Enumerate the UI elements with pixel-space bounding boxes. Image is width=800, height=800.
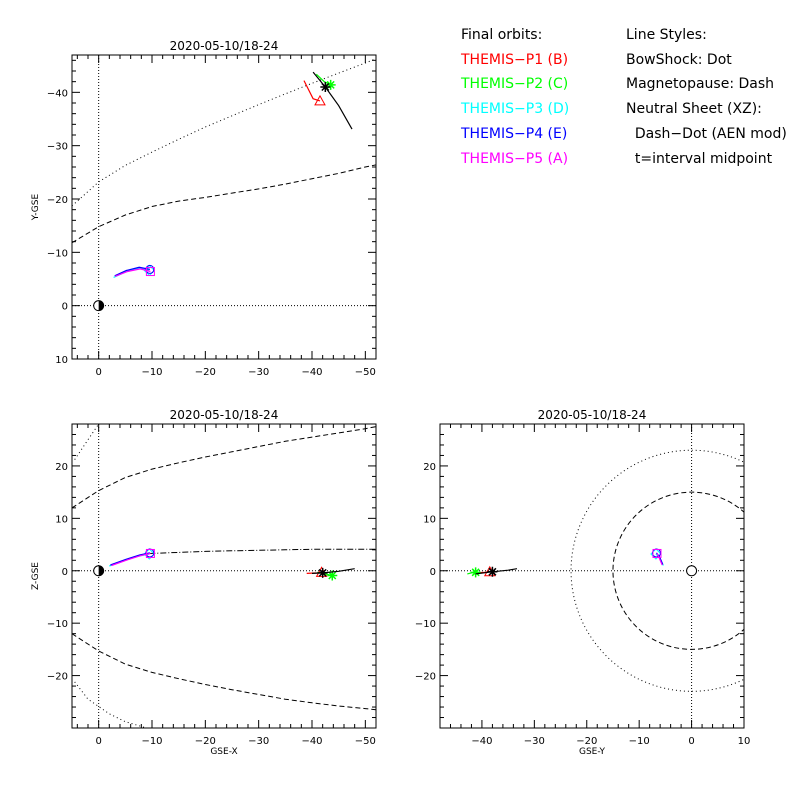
orbits-legend-title: Final orbits: [461, 27, 543, 43]
line-style-time-note: t=interval midpoint [626, 150, 773, 167]
yz-x-tick-label: −40 [471, 736, 492, 747]
xz-x-tick-label: −20 [195, 736, 216, 747]
xz-magnetopause-lower [72, 633, 376, 711]
xy-orbit-themis-p4-e [114, 266, 151, 277]
legend-probe-p4: THEMIS−P4 (E) [461, 125, 568, 142]
xy-orbit-themis-p1-b [303, 80, 321, 102]
xz-x-tick-label: −10 [141, 736, 162, 747]
xy-orbit-themis-p5-a [114, 268, 151, 277]
xz-y-tick-label: 10 [55, 514, 68, 525]
yz-y-tick-label: 10 [423, 514, 436, 525]
xz-x-tick-label: −40 [301, 736, 322, 747]
yz-x-axis-label: GSE-Y [579, 747, 606, 757]
xz-x-tick-label: −30 [248, 736, 269, 747]
xz-x-axis-label: GSE-X [210, 747, 237, 757]
xy-title: 2020-05-10/18-24 [170, 39, 279, 53]
xy-magnetopause [72, 164, 376, 244]
xz-title: 2020-05-10/18-24 [170, 408, 279, 422]
yz-orbit-reference-track [475, 568, 518, 575]
xz-orbit-themis-p5-a [111, 552, 151, 567]
xz-y-axis-label: Z-GSE [31, 562, 41, 590]
xz-x-tick-label: −50 [355, 736, 376, 747]
yz-y-tick-label: −10 [415, 619, 436, 630]
line-style-neutral-sheet: Neutral Sheet (XZ): [626, 101, 762, 118]
yz-y-tick-label: 0 [430, 567, 436, 578]
yz-plot-area [440, 424, 744, 728]
yz-marker-reference-track [487, 566, 498, 577]
xz-orbit-reference-track [311, 568, 355, 574]
xy-x-tick-label: −30 [248, 367, 269, 378]
yz-magnetopause [612, 491, 744, 650]
legend-probe-p1: THEMIS−P1 (B) [461, 51, 569, 68]
yz-x-tick-label: 10 [738, 736, 751, 747]
xz-magnetopause-upper [72, 426, 376, 509]
xz-bow-shock-lower [74, 681, 147, 728]
xz-y-tick-label: 20 [55, 462, 68, 473]
xz-axes-frame [71, 423, 377, 729]
legend-probe-p2: THEMIS−P2 (C) [461, 76, 569, 93]
xy-marker-themis-p1-b [314, 94, 326, 106]
line-styles-legend: Line Styles: BowShock: Dot Magnetopause:… [626, 23, 787, 171]
yz-x-tick-label: −20 [576, 736, 597, 747]
yz-marker-themis-p2-c [470, 567, 481, 578]
legend-probe-p5: THEMIS−P5 (A) [461, 150, 569, 167]
legend-probe-p3: THEMIS−P3 (D) [461, 101, 570, 118]
xz-orbit-themis-p4-e [110, 552, 151, 566]
xy-x-tick-label: −50 [355, 367, 376, 378]
xy-y-tick-label: −10 [47, 248, 68, 259]
xz-y-tick-label: −10 [47, 619, 68, 630]
xy-y-tick-label: −30 [47, 142, 68, 153]
xy-x-tick-label: −10 [141, 367, 162, 378]
xy-x-tick-label: −20 [195, 367, 216, 378]
yz-y-tick-label: −20 [415, 672, 436, 683]
xz-bow-shock-upper [74, 424, 100, 460]
xy-x-tick-label: −40 [301, 367, 322, 378]
line-style-neutral-sheet-detail: Dash−Dot (AEN mod) [626, 125, 787, 142]
yz-x-tick-label: 0 [688, 736, 694, 747]
xy-earth-night-side [98, 300, 104, 311]
xz-panel: 0 −10 −20 −30 −40 −50 −20 −10 0 10 20 2020-05-10/18… [31, 408, 377, 757]
yz-axes-frame [439, 423, 745, 729]
line-style-bowshock: BowShock: Dot [626, 51, 732, 68]
xy-orbit-reference-track [312, 71, 353, 130]
xz-y-tick-label: −20 [47, 672, 68, 683]
xz-y-tick-label: 0 [62, 567, 68, 578]
xy-y-tick-label: 0 [62, 302, 68, 313]
xz-x-tick-label: 0 [95, 736, 101, 747]
line-styles-title: Line Styles: [626, 27, 707, 43]
yz-y-tick-label: 20 [423, 462, 436, 473]
xy-marker-themis-p2-c [325, 79, 336, 90]
xy-y-axis-label: Y-GSE [31, 194, 41, 222]
xz-marker-themis-p5-a [145, 548, 155, 558]
xy-bow-shock [72, 58, 376, 207]
xy-marker-themis-p5-a [145, 267, 155, 277]
yz-marker-themis-p5-a [652, 548, 662, 558]
line-style-magnetopause: Magnetopause: Dash [626, 76, 775, 93]
yz-title: 2020-05-10/18-24 [538, 408, 647, 422]
yz-panel: −40 −30 −20 −10 0 10 −20 −10 0 10 20 2020-05-10/18-… [415, 408, 751, 757]
xy-x-tick-label: 0 [95, 367, 101, 378]
yz-earth-icon [686, 565, 698, 577]
xy-y-tick-label: 10 [55, 355, 68, 366]
xy-panel: 0 −10 −20 −30 −40 −50 10 0 −10 −20 −30 −40 2020-05-1… [31, 39, 377, 378]
xy-marker-reference-track [320, 82, 331, 92]
xz-marker-themis-p4-e [145, 548, 155, 558]
xz-marker-reference-track [317, 567, 328, 578]
xy-y-tick-label: −40 [47, 88, 68, 99]
xy-y-tick-label: −20 [47, 195, 68, 206]
xz-neutral-sheet [149, 548, 376, 554]
xz-plot-area [72, 424, 376, 728]
orbits-legend: Final orbits: THEMIS−P1 (B) THEMIS−P2 (C… [461, 23, 569, 171]
yz-x-tick-label: −30 [524, 736, 545, 747]
yz-marker-themis-p4-e [651, 548, 661, 558]
yz-x-tick-label: −10 [629, 736, 650, 747]
xy-axes-frame [71, 54, 377, 360]
xz-marker-themis-p2-c [327, 570, 338, 581]
xy-plot-area [72, 55, 376, 359]
xz-earth-night-side [98, 565, 104, 576]
xy-marker-themis-p4-e [145, 264, 155, 274]
